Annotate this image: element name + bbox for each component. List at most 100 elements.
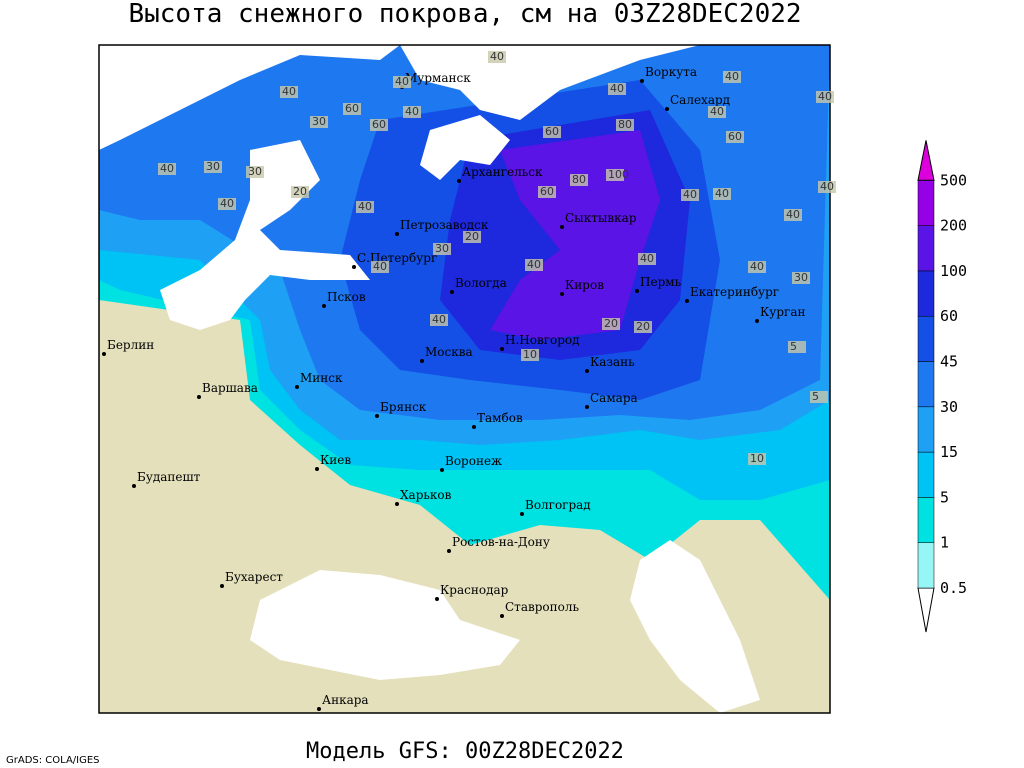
contour-label-bg	[393, 76, 411, 88]
contour-label-bg	[810, 391, 828, 403]
city-label: Бухарест	[225, 570, 283, 584]
city-label: Брянск	[380, 400, 427, 414]
city-label: Петрозаводск	[400, 218, 489, 232]
contour-label-bg	[616, 119, 634, 131]
city-label: Н.Новгород	[505, 333, 580, 347]
contour-label-bg	[291, 186, 309, 198]
contour-label-bg	[816, 91, 834, 103]
city-label: Ростов-на-Дону	[452, 535, 550, 549]
contour-label-bg	[538, 186, 556, 198]
contour-label-bg	[606, 169, 624, 181]
contour-label-bg	[543, 126, 561, 138]
map-frame	[98, 44, 831, 714]
contour-label: 30	[248, 165, 262, 178]
city-label: Воркута	[645, 65, 697, 79]
contour-label-bg	[525, 259, 543, 271]
city-label: Будапешт	[137, 470, 201, 484]
contour-label-bg	[784, 209, 802, 221]
contour-label: 30	[206, 160, 220, 173]
contour-label: 40	[820, 180, 834, 193]
contour-label-bg	[488, 51, 506, 63]
contour-label: 40	[818, 90, 832, 103]
contour-label-bg	[748, 261, 766, 273]
city-label: Вологда	[455, 276, 507, 290]
contour-label-bg	[713, 188, 731, 200]
contour-label: 5	[790, 340, 797, 353]
contour-label-bg	[638, 253, 656, 265]
contour-label: 40	[373, 260, 387, 273]
contour-label-bg	[681, 189, 699, 201]
contour-label-bg	[371, 261, 389, 273]
contour-label: 80	[572, 173, 586, 186]
contour-label: 100	[608, 168, 629, 181]
city-dot	[197, 395, 201, 399]
city-label: Самара	[590, 391, 638, 405]
colorbar-label: 100	[940, 262, 967, 280]
contour-label-bg	[433, 243, 451, 255]
colorbar-label: 30	[940, 398, 958, 416]
contour-label: 40	[715, 187, 729, 200]
city-label: Екатеринбург	[690, 285, 779, 299]
contour-label-bg	[280, 86, 298, 98]
city-label: С.Петербург	[357, 251, 437, 265]
city-dot	[315, 467, 319, 471]
contour-label-bg	[792, 272, 810, 284]
city-dot	[322, 304, 326, 308]
city-dot	[440, 468, 444, 472]
contour-label: 40	[282, 85, 296, 98]
city-dot	[220, 584, 224, 588]
city-label: Казань	[590, 355, 635, 369]
colorbar-band	[917, 361, 935, 408]
contour-label: 40	[610, 82, 624, 95]
contour-label: 40	[432, 313, 446, 326]
colorbar-band	[917, 225, 935, 272]
contour-label-bg	[370, 119, 388, 131]
city-label: Тамбов	[477, 411, 523, 425]
contour-label-bg	[343, 103, 361, 115]
colorbar-label: 15	[940, 443, 958, 461]
contour-label-bg	[634, 321, 652, 333]
city-dot	[520, 512, 524, 516]
contour-label-bg	[218, 198, 236, 210]
colorbar-high	[917, 140, 935, 181]
city-dot	[560, 292, 564, 296]
city-dot	[635, 289, 639, 293]
contour-label-bg	[602, 318, 620, 330]
contour-label-bg	[818, 181, 836, 193]
contour-label: 20	[636, 320, 650, 333]
contour-label: 40	[786, 208, 800, 221]
city-label: Анкара	[322, 693, 369, 707]
contour-label-bg	[310, 116, 328, 128]
city-label: Псков	[327, 290, 366, 304]
colorbar-band	[917, 497, 935, 543]
city-dot	[755, 319, 759, 323]
colorbar-label: 5	[940, 488, 949, 506]
city-label: Берлин	[107, 338, 154, 352]
contour-label-bg	[708, 106, 726, 118]
city-label: Киев	[320, 453, 351, 467]
colorbar-band	[917, 451, 935, 498]
contour-label: 40	[710, 105, 724, 118]
sea	[630, 540, 760, 713]
contour-label: 60	[545, 125, 559, 138]
city-dot	[102, 352, 106, 356]
contour-label: 60	[372, 118, 386, 131]
city-label: Волгоград	[525, 498, 591, 512]
city-label: Ставрополь	[505, 600, 579, 614]
contour-label: 40	[640, 252, 654, 265]
city-label: Краснодар	[440, 583, 509, 597]
contour-label: 20	[465, 230, 479, 243]
contour-label-bg	[723, 71, 741, 83]
city-dot	[450, 290, 454, 294]
city-label: Салехард	[670, 93, 730, 107]
city-dot	[317, 707, 321, 711]
contour-label: 10	[523, 348, 537, 361]
contour-label: 10	[750, 452, 764, 465]
credit: GrADS: COLA/IGES	[6, 755, 100, 766]
contour-label-bg	[608, 83, 626, 95]
map	[99, 45, 830, 713]
colorbar-band	[917, 542, 935, 589]
colorbar-band	[917, 406, 935, 453]
contour-label: 5	[812, 390, 819, 403]
